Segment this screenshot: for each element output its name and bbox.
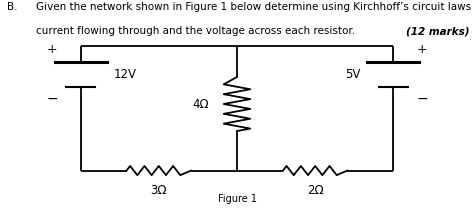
Text: 5V: 5V — [345, 68, 360, 81]
Text: +: + — [47, 43, 57, 56]
Text: current flowing through and the voltage across each resistor.: current flowing through and the voltage … — [36, 26, 355, 36]
Text: +: + — [417, 43, 427, 56]
Text: 12V: 12V — [114, 68, 137, 81]
Text: −: − — [46, 92, 58, 105]
Text: Given the network shown in Figure 1 below determine using Kirchhoff’s circuit la: Given the network shown in Figure 1 belo… — [36, 2, 474, 12]
Text: Figure 1: Figure 1 — [218, 194, 256, 204]
Text: 2Ω: 2Ω — [307, 184, 324, 197]
Text: 3Ω: 3Ω — [151, 184, 167, 197]
Text: −: − — [416, 92, 428, 105]
Text: 4Ω: 4Ω — [192, 98, 209, 110]
Text: B.: B. — [7, 2, 18, 12]
Text: (12 marks): (12 marks) — [406, 26, 469, 36]
